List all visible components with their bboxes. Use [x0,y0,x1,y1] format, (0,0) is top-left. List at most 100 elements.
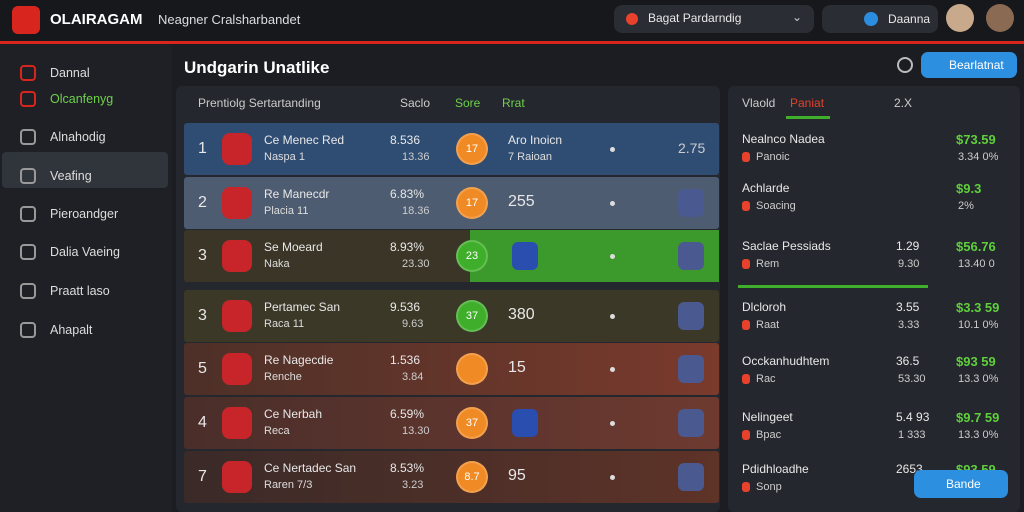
opponent-crest [678,189,704,217]
score: 380 [508,306,535,323]
table-row[interactable]: 7 Ce Nertadec San Raren 7/3 8.53% 3.23 8.7 95 [184,451,719,503]
user-button[interactable]: Daanna [822,5,938,33]
rank: 3 [198,307,207,324]
table-row[interactable]: 4 Ce Nerbah Reca 6.59% 13.30 37 [184,397,719,449]
team-name: Ce Menec Red [264,133,345,147]
item-icon [742,201,750,211]
badge: 8.7 [456,461,488,493]
sidebar-item[interactable]: Praatt laso [50,284,110,298]
sidebar-item[interactable]: Dannal [50,66,90,80]
team-tag: Renche [264,371,302,383]
sidebar-icon [20,129,36,145]
sidebar-item[interactable]: Alnahodig [50,130,106,144]
item-name[interactable]: Nealnco Nadea [742,132,825,146]
item-name[interactable]: Occkanhudhtem [742,354,830,368]
item-sub: Panoic [756,151,790,163]
dot [610,201,615,206]
value: 8.536 [390,133,421,147]
rank: 1 [198,140,207,157]
rank: 2 [198,194,207,211]
table-row[interactable]: 3 Se Moeard Naka 8.93% 23.30 23 [184,230,719,282]
team-crest [222,187,252,219]
value: 6.59% [390,407,425,421]
sidebar-icon [20,91,36,107]
change: 23.30 [402,258,430,270]
item-name[interactable]: Saclae Pessiads [742,239,831,253]
logo-icon [12,6,40,34]
nav-link[interactable]: Neagner Cralsharbandet [158,12,301,27]
team-tag: Placia 11 [264,205,309,217]
item-name[interactable]: Dlcloroh [742,300,787,314]
tab[interactable]: 2.X [894,96,913,110]
main-title: Undgarin Unatlike [184,58,330,77]
extra: 2.75 [678,140,706,156]
item-price: $9.7 59 [956,410,1000,425]
team-name: Pertamec San [264,300,341,314]
side-panel [728,86,1020,512]
table-row[interactable]: 2 Re Manecdr Placia 11 6.83% 18.36 17 255 [184,177,719,229]
item-sub: Soacing [756,200,796,212]
item-icon [742,320,750,330]
sidebar-item[interactable]: Ahapalt [50,323,93,337]
badge-text: 37 [465,417,479,429]
item-name[interactable]: Pdidhloadhe [742,462,809,476]
sidebar-item[interactable]: Pieroandger [50,207,119,221]
item-sub: Raat [756,319,780,331]
sidebar-item[interactable]: Veafing [50,169,92,183]
rank: 3 [198,247,207,264]
item-name[interactable]: Achlarde [742,181,790,195]
team-crest [222,461,252,493]
value: 8.93% [390,240,425,254]
badge: 37 [456,407,488,439]
column-header: Saclo [400,96,431,110]
select-text: Bagat Pardarndig [648,11,742,25]
avatar[interactable] [946,4,974,32]
item-mid: 3.55 [896,300,920,314]
table-row[interactable]: 5 Re Nagecdie Renche 1.536 3.84 15 [184,343,719,395]
primary-button[interactable]: Bearlatnat [921,52,1017,78]
change: 3.23 [402,479,424,491]
team-tag: Naspa 1 [264,151,305,163]
column-header: Prentiolg Sertartanding [198,96,321,110]
tab[interactable]: Vlaold [742,96,776,110]
floating-button[interactable]: Bande [914,470,1008,498]
change: 13.30 [402,425,430,437]
badge-text: 17 [465,143,479,155]
badge-text: 37 [465,310,479,322]
badge: 23 [456,240,488,272]
user-name: Daanna [888,12,931,26]
refresh-icon[interactable] [897,57,913,73]
table-row[interactable]: 3 Pertamec San Raca 11 9.536 9.63 37 380 [184,290,719,342]
item-change: 2% [958,200,974,212]
avatar[interactable] [986,4,1014,32]
team-crest [222,407,252,439]
dot [610,475,615,480]
dot [610,421,615,426]
opponent-crest [678,302,704,330]
team-tag: Raca 11 [264,318,305,330]
chevron: ⌄ [792,10,803,24]
sidebar-icon [20,244,36,260]
item-name[interactable]: Nelingeet [742,410,793,424]
badge-text: 8.7 [464,471,480,483]
change: 9.63 [402,318,424,330]
select[interactable]: Bagat Pardarndig ⌄ [614,5,814,33]
item-price: $73.59 [956,132,996,147]
column-header: Sore [455,96,481,110]
tab[interactable]: Paniat [790,96,825,110]
badge-text: 17 [465,197,479,209]
sidebar-item[interactable]: Olcanfenyg [50,92,114,106]
table-row[interactable]: 1 Ce Menec Red Naspa 1 8.536 13.36 17 Aro Inoi… [184,123,719,175]
team-crest [222,300,252,332]
team-tag: Naka [264,258,290,270]
item-change: 10.1 0% [958,319,999,331]
item-change: 3.34 0% [958,151,999,163]
item-icon [742,430,750,440]
item-mid2: 9.30 [898,258,920,270]
item-mid: 1.29 [896,239,920,253]
item-change: 13.40 0 [958,258,995,270]
sidebar-item[interactable]: Dalia Vaeing [50,245,120,259]
value: 6.83% [390,187,425,201]
sidebar-icon [20,206,36,222]
